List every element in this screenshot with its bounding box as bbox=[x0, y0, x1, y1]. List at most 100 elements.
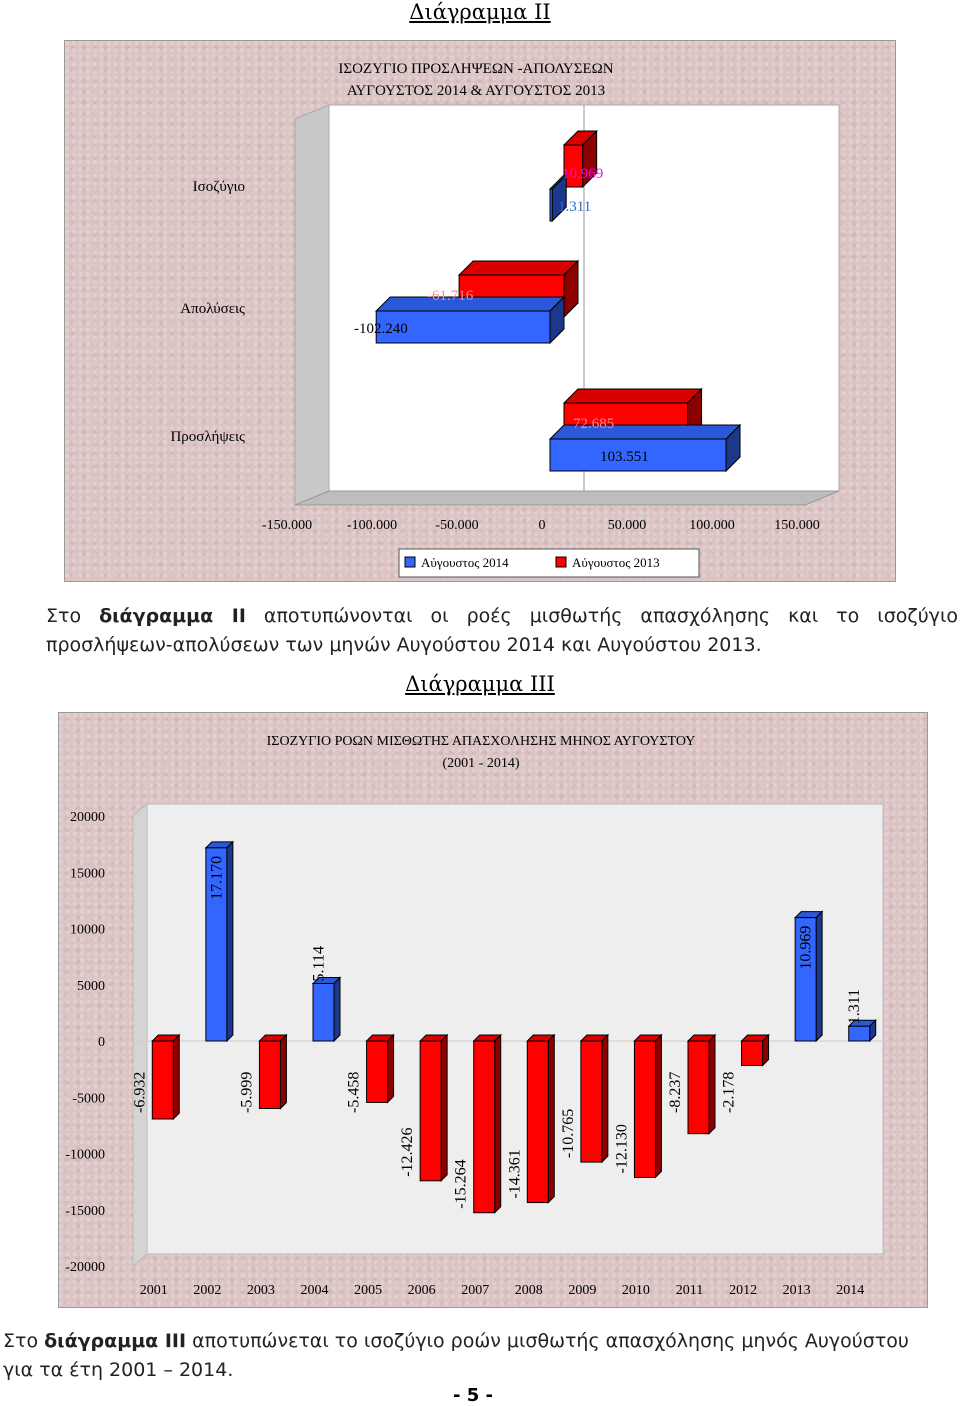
chart1-legend-swatch-2014 bbox=[404, 556, 416, 568]
chart1-category-label: Ισοζύγιο bbox=[193, 179, 245, 195]
chart2-bar bbox=[794, 917, 817, 1042]
chart2-bar bbox=[205, 847, 228, 1042]
chart2-ytick-label: -15000 bbox=[65, 1204, 105, 1219]
chart2-value-label: -12.130 bbox=[613, 1124, 630, 1173]
chart2-value-label: -2.178 bbox=[721, 1072, 738, 1113]
chart1-bar-2013-top bbox=[562, 388, 703, 404]
chart1-xtick-label: -150.000 bbox=[262, 518, 312, 533]
chart1-bar-2014 bbox=[549, 188, 553, 222]
chart2-value-label: 17.170 bbox=[208, 856, 225, 900]
chart2-area: ΙΣΟΖΥΓΙΟ ΡΟΩΝ ΜΙΣΘΩΤΗΣ ΑΠΑΣΧΟΛΗΣΗΣ ΜΗΝΟΣ… bbox=[58, 712, 928, 1308]
chart2-xtick-label: 2007 bbox=[461, 1283, 489, 1298]
chart2-xtick-label: 2014 bbox=[836, 1283, 864, 1298]
para2-bold: διάγραμμα ΙΙΙ bbox=[44, 1330, 187, 1352]
chart2-bar bbox=[366, 1040, 389, 1103]
chart2-bar-side bbox=[279, 1033, 287, 1110]
chart2-bar-side bbox=[226, 840, 234, 1043]
chart1-title-line1: ΙΣΟΖΥΓΙΟ ΠΡΟΣΛΗΨΕΩΝ -ΑΠΟΛΥΣΕΩΝ bbox=[338, 61, 613, 77]
chart2-bar bbox=[687, 1040, 710, 1135]
chart2-bar bbox=[848, 1025, 871, 1042]
chart2-value-label: -6.932 bbox=[131, 1072, 148, 1113]
para1-rest: αποτυπώνονται οι ροές μισθωτής απασχόλησ… bbox=[245, 605, 959, 627]
chart1-value-label-2014: -102.240 bbox=[354, 321, 408, 337]
paragraph-diagram3: Στο διάγραμμα ΙΙΙ αποτυπώνεται το ισοζύγ… bbox=[3, 1327, 958, 1385]
chart2-xtick-label: 2002 bbox=[193, 1283, 221, 1298]
para1-bold: διάγραμμα ΙΙ bbox=[99, 605, 246, 627]
paragraph-diagram3-line2: για τα έτη 2001 – 2014. bbox=[3, 1359, 234, 1381]
chart1-bar-2014 bbox=[375, 310, 551, 344]
chart1-bar-2013 bbox=[563, 144, 584, 188]
chart1-value-label-2013: 72.685 bbox=[573, 416, 614, 432]
chart2-ytick-label: -20000 bbox=[65, 1260, 105, 1275]
chart2-ytick-label: 5000 bbox=[77, 979, 105, 994]
chart2-bar-side bbox=[762, 1033, 770, 1067]
diagram3-heading: Διάγραμμα ΙΙΙ bbox=[405, 672, 555, 696]
chart2-value-label: -10.765 bbox=[560, 1109, 577, 1158]
chart2-xtick-label: 2006 bbox=[408, 1283, 436, 1298]
chart2-xtick-label: 2012 bbox=[729, 1283, 757, 1298]
chart2-title-line1: ΙΣΟΖΥΓΙΟ ΡΟΩΝ ΜΙΣΘΩΤΗΣ ΑΠΑΣΧΟΛΗΣΗΣ ΜΗΝΟΣ… bbox=[267, 734, 696, 749]
chart2-svg: ΙΣΟΖΥΓΙΟ ΡΟΩΝ ΜΙΣΘΩΤΗΣ ΑΠΑΣΧΟΛΗΣΗΣ ΜΗΝΟΣ… bbox=[65, 734, 884, 1298]
chart2-bar-side bbox=[654, 1033, 662, 1179]
chart2-xtick-label: 2003 bbox=[247, 1283, 275, 1298]
chart2-xtick-label: 2009 bbox=[568, 1283, 596, 1298]
chart1-legend-label-2013: Αύγουστος 2013 bbox=[572, 555, 660, 570]
paragraph-diagram2: Στο διάγραμμα ΙΙ αποτυπώνονται οι ροές μ… bbox=[46, 602, 958, 660]
chart2-bar-side bbox=[387, 1033, 395, 1104]
page-number: - 5 - bbox=[453, 1385, 493, 1406]
chart2-bar bbox=[258, 1040, 281, 1109]
chart1-xtick-label: 100.000 bbox=[689, 518, 735, 533]
para2-rest: αποτυπώνεται το ισοζύγιο ροών μισθωτής α… bbox=[186, 1330, 909, 1352]
chart2-title-line2: (2001 - 2014) bbox=[443, 756, 520, 771]
chart2-xtick-label: 2001 bbox=[140, 1283, 168, 1298]
para2-prefix: Στο bbox=[3, 1330, 45, 1352]
chart2-bar-side bbox=[494, 1033, 502, 1214]
chart1-category-label: Απολύσεις bbox=[180, 301, 245, 317]
chart1-title-line2: ΑΥΓΟΥΣΤΟΣ 2014 & ΑΥΓΟΥΣΤΟΣ 2013 bbox=[347, 83, 605, 99]
chart2-ytick-label: 15000 bbox=[70, 866, 105, 881]
paragraph-diagram3-line1: Στο διάγραμμα ΙΙΙ αποτυπώνεται το ισοζύγ… bbox=[3, 1327, 958, 1356]
para1-prefix: Στο bbox=[46, 605, 100, 627]
chart2-bar bbox=[312, 982, 335, 1042]
paragraph-diagram2-line1: Στο διάγραμμα ΙΙ αποτυπώνονται οι ροές μ… bbox=[46, 602, 958, 631]
chart2-xtick-label: 2011 bbox=[676, 1283, 703, 1298]
chart2-value-label: -15.264 bbox=[453, 1159, 470, 1208]
chart2-value-label: 5.114 bbox=[311, 946, 328, 981]
chart2-xtick-label: 2010 bbox=[622, 1283, 650, 1298]
chart2-bar bbox=[526, 1040, 549, 1204]
chart1-xtick-label: -100.000 bbox=[347, 518, 397, 533]
chart2-ytick-label: 10000 bbox=[70, 923, 105, 938]
paragraph-diagram2-line2: προσλήψεων-απολύσεων των μηνών Αυγούστου… bbox=[46, 634, 762, 656]
chart2-value-label: -5.458 bbox=[346, 1072, 363, 1113]
chart2-bar-side bbox=[601, 1033, 609, 1164]
chart2-ytick-label: 0 bbox=[98, 1035, 105, 1050]
chart2-bar bbox=[419, 1040, 442, 1182]
chart1-category-label: Προσλήψεις bbox=[170, 429, 245, 445]
chart2-bar bbox=[633, 1040, 656, 1178]
chart1-legend-swatch-2013 bbox=[555, 556, 567, 568]
chart2-xtick-label: 2004 bbox=[301, 1283, 329, 1298]
chart2-ytick-label: -10000 bbox=[65, 1148, 105, 1163]
chart2-ytick-label: 20000 bbox=[70, 810, 105, 825]
chart2-bar-side bbox=[708, 1033, 716, 1135]
chart2-bar bbox=[151, 1040, 174, 1120]
chart2-value-label: -5.999 bbox=[238, 1072, 255, 1113]
chart2-value-label: -8.237 bbox=[667, 1072, 684, 1113]
chart1-bar-2013-top bbox=[457, 260, 580, 276]
chart1-bar-2014 bbox=[549, 438, 727, 472]
chart2-back-wall bbox=[146, 803, 884, 1255]
chart2-value-label: 1.311 bbox=[846, 989, 863, 1024]
chart1-xtick-label: 50.000 bbox=[608, 518, 647, 533]
chart1-xtick-label: 150.000 bbox=[774, 518, 820, 533]
chart1-value-label-2014: 103.551 bbox=[600, 449, 649, 465]
chart1-value-label-2013: -61.716 bbox=[427, 288, 474, 304]
chart2-bar-side bbox=[172, 1033, 180, 1121]
chart1-xtick-label: 0 bbox=[539, 518, 546, 533]
chart1-floor bbox=[294, 490, 840, 506]
chart2-bar-side bbox=[547, 1033, 555, 1204]
chart2-ytick-label: -5000 bbox=[72, 1091, 105, 1106]
chart2-xtick-label: 2005 bbox=[354, 1283, 382, 1298]
chart1-area: ΙΣΟΖΥΓΙΟ ΠΡΟΣΛΗΨΕΩΝ -ΑΠΟΛΥΣΕΩΝ ΑΥΓΟΥΣΤΟΣ … bbox=[64, 40, 896, 582]
chart2-bar bbox=[473, 1040, 496, 1214]
chart2-bar-side bbox=[440, 1033, 448, 1183]
